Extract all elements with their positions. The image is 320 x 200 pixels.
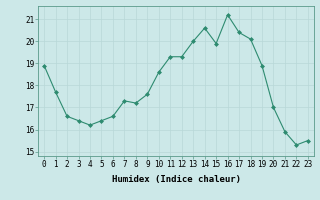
X-axis label: Humidex (Indice chaleur): Humidex (Indice chaleur) [111, 175, 241, 184]
